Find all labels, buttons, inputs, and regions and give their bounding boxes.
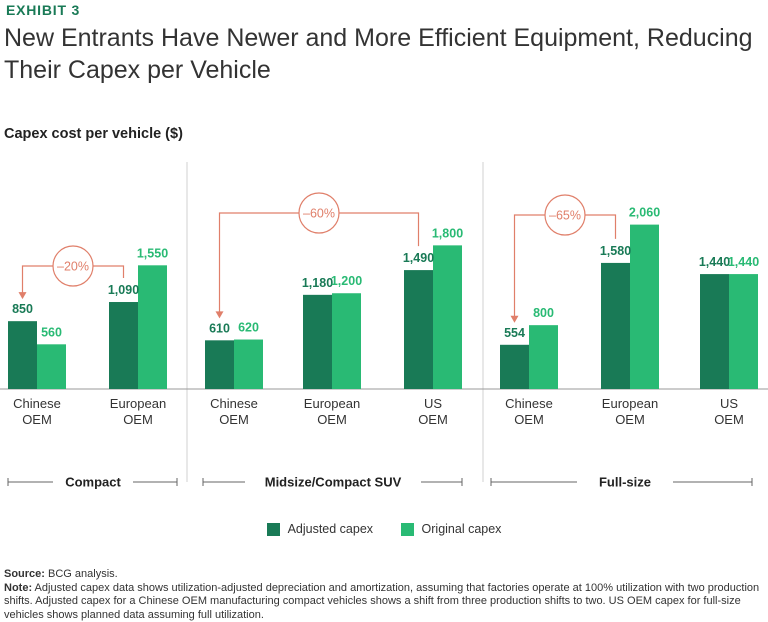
- value-label-adjusted: 554: [504, 326, 525, 340]
- category-label: European: [602, 396, 658, 411]
- note-text: Adjusted capex data shows utilization-ad…: [4, 582, 759, 621]
- value-label-original: 800: [533, 306, 554, 320]
- bar-adjusted: [205, 340, 234, 389]
- group-label: Full-size: [599, 475, 651, 490]
- category-label: OEM: [219, 412, 249, 427]
- bar-adjusted: [700, 274, 729, 389]
- bar-adjusted: [303, 295, 332, 389]
- source-text: BCG analysis.: [45, 568, 118, 580]
- legend-label-adjusted: Adjusted capex: [288, 522, 373, 536]
- value-label-original: 1,800: [432, 226, 463, 240]
- bar-adjusted: [404, 270, 433, 389]
- value-label-original: 620: [238, 321, 259, 335]
- comparison-percent: –20%: [57, 260, 89, 274]
- bar-original: [529, 325, 558, 389]
- group-label: Midsize/Compact SUV: [265, 475, 402, 490]
- chart-subtitle: Capex cost per vehicle ($): [4, 126, 183, 142]
- category-label: US: [720, 396, 738, 411]
- bar-original: [332, 293, 361, 389]
- value-label-original: 2,060: [629, 206, 660, 220]
- category-label: US: [424, 396, 442, 411]
- note-line: Note: Adjusted capex data shows utilizat…: [4, 582, 764, 622]
- legend-swatch-adjusted: [267, 523, 280, 536]
- exhibit-label: EXHIBIT 3: [6, 2, 80, 18]
- bar-original: [37, 344, 66, 389]
- value-label-original: 1,550: [137, 246, 168, 260]
- source-notes: Source: BCG analysis. Note: Adjusted cap…: [4, 568, 764, 622]
- bar-original: [630, 225, 659, 389]
- source-line: Source: BCG analysis.: [4, 568, 764, 582]
- comparison-percent: –60%: [303, 207, 335, 221]
- value-label-original: 1,200: [331, 274, 362, 288]
- legend-item-original: Original capex: [401, 522, 502, 536]
- category-label: OEM: [615, 412, 645, 427]
- bar-original: [729, 274, 758, 389]
- category-label: OEM: [418, 412, 448, 427]
- value-label-adjusted: 850: [12, 302, 33, 316]
- comparison-arrowhead: [511, 316, 519, 323]
- group-label: Compact: [65, 475, 121, 490]
- category-label: European: [110, 396, 166, 411]
- bar-chart: 850560ChineseOEM1,0901,550EuropeanOEM–20…: [0, 150, 768, 505]
- category-label: Chinese: [13, 396, 61, 411]
- bar-original: [433, 245, 462, 389]
- comparison-percent: –65%: [549, 209, 581, 223]
- legend: Adjusted capex Original capex: [0, 522, 768, 539]
- category-label: OEM: [123, 412, 153, 427]
- category-label: European: [304, 396, 360, 411]
- bar-adjusted: [500, 345, 529, 389]
- category-label: OEM: [317, 412, 347, 427]
- comparison-arrowhead: [19, 292, 27, 299]
- category-label: Chinese: [210, 396, 258, 411]
- value-label-original: 1,440: [728, 255, 759, 269]
- value-label-adjusted: 1,580: [600, 244, 631, 258]
- legend-item-adjusted: Adjusted capex: [267, 522, 373, 536]
- chart-title: New Entrants Have Newer and More Efficie…: [4, 22, 764, 86]
- category-label: OEM: [514, 412, 544, 427]
- legend-label-original: Original capex: [422, 522, 502, 536]
- category-label: OEM: [714, 412, 744, 427]
- bar-original: [138, 265, 167, 389]
- value-label-adjusted: 1,090: [108, 283, 139, 297]
- note-label: Note:: [4, 582, 32, 594]
- bar-adjusted: [109, 302, 138, 389]
- bar-original: [234, 340, 263, 389]
- source-label: Source:: [4, 568, 45, 580]
- value-label-adjusted: 1,440: [699, 255, 730, 269]
- category-label: Chinese: [505, 396, 553, 411]
- value-label-adjusted: 1,490: [403, 251, 434, 265]
- value-label-original: 560: [41, 325, 62, 339]
- comparison-arrowhead: [216, 311, 224, 318]
- value-label-adjusted: 610: [209, 321, 230, 335]
- legend-swatch-original: [401, 523, 414, 536]
- bar-adjusted: [601, 263, 630, 389]
- bar-adjusted: [8, 321, 37, 389]
- category-label: OEM: [22, 412, 52, 427]
- value-label-adjusted: 1,180: [302, 276, 333, 290]
